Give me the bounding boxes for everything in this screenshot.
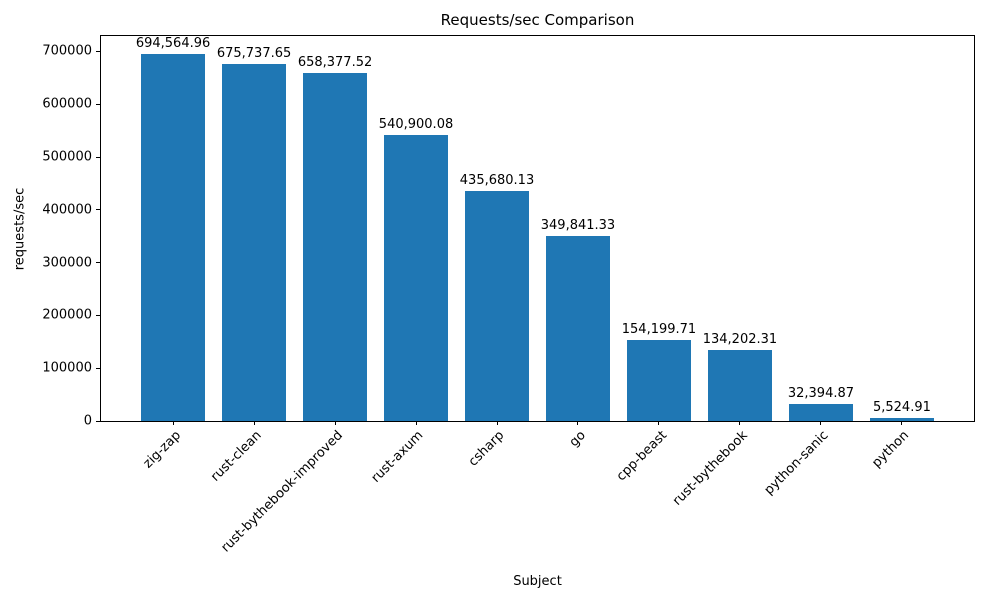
y-axis-label: requests/sec	[12, 187, 28, 271]
bar	[788, 403, 854, 421]
x-tick-mark	[901, 421, 903, 425]
y-tick-label: 500000	[42, 149, 92, 165]
bar-value-label: 675,737.65	[216, 46, 292, 62]
x-tick-mark	[820, 421, 822, 425]
bar-value-label: 658,377.52	[297, 55, 373, 71]
y-tick-mark	[96, 262, 100, 264]
bar-value-label: 540,900.08	[378, 117, 454, 133]
bar	[221, 64, 287, 421]
y-tick-label: 400000	[42, 202, 92, 218]
y-tick-label: 600000	[42, 96, 92, 112]
x-tick-label: cpp-beast	[613, 428, 670, 485]
bar-value-label: 5,524.91	[872, 400, 931, 416]
bar-value-label: 134,202.31	[702, 332, 778, 348]
x-tick-label: zig-zap	[140, 428, 184, 472]
chart-title: Requests/sec Comparison	[440, 11, 635, 29]
bar	[302, 73, 368, 421]
plot-area: 0 100000 200000 300000 400000 500000 600000 700…	[42, 35, 975, 555]
x-tick-mark	[415, 421, 417, 425]
y-tick-label: 700000	[42, 43, 92, 59]
bar	[383, 135, 449, 421]
bar	[545, 236, 611, 421]
x-tick-mark	[334, 421, 336, 425]
y-tick-label: 300000	[42, 255, 92, 271]
x-tick-mark	[253, 421, 255, 425]
bar-value-label: 154,199.71	[621, 321, 697, 337]
x-tick-mark	[496, 421, 498, 425]
y-tick-mark	[96, 156, 100, 158]
x-tick-label: rust-bythebook	[669, 428, 751, 509]
y-tick-mark	[96, 50, 100, 52]
bar	[140, 54, 206, 421]
x-tick-label: python	[869, 428, 913, 471]
x-tick-label: python-sanic	[761, 428, 832, 498]
y-tick-mark	[96, 209, 100, 211]
y-tick-mark	[96, 420, 100, 422]
x-tick-label: csharp	[466, 428, 508, 470]
x-tick-label: rust-clean	[208, 428, 265, 485]
y-tick-mark	[96, 314, 100, 316]
y-tick-label: 100000	[42, 360, 92, 376]
bar-value-label: 349,841.33	[540, 218, 616, 234]
x-tick-label: go	[566, 428, 589, 451]
x-tick-mark	[172, 421, 174, 425]
y-tick-mark	[96, 367, 100, 369]
bar	[707, 350, 773, 421]
bar	[626, 339, 692, 421]
bar-value-label: 435,680.13	[459, 173, 535, 189]
bar-value-label: 32,394.87	[787, 385, 855, 401]
y-tick-label: 0	[83, 413, 92, 429]
bar-value-label: 694,564.96	[135, 36, 211, 52]
x-axis-label: Subject	[513, 574, 562, 589]
bar	[869, 418, 935, 421]
y-tick-mark	[96, 103, 100, 105]
x-tick-label: rust-axum	[368, 428, 427, 486]
bar	[464, 191, 530, 421]
x-tick-mark	[739, 421, 741, 425]
x-tick-mark	[577, 421, 579, 425]
y-tick-label: 200000	[42, 307, 92, 323]
x-tick-mark	[658, 421, 660, 425]
